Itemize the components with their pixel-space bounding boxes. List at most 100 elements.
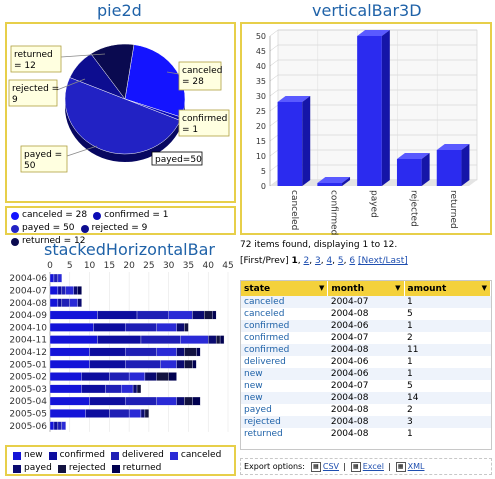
pie-callout-label: = 1 [182, 125, 198, 135]
table-row: canceled 2004-08 5 [241, 308, 491, 320]
pager-page-4[interactable]: 4 [326, 256, 333, 266]
export-separator: | [343, 462, 346, 471]
bar-segment-confirmed [81, 372, 110, 381]
pager-page-3[interactable]: 3 [314, 256, 321, 266]
legend-swatch [57, 464, 66, 473]
table-cell-month: 2004-08 [327, 392, 405, 404]
pie-chart-panel: canceled = 28 confirmed = 1 payed = 50 rejecte… [5, 22, 236, 203]
bar-top [436, 144, 470, 150]
table-cell-state: new [241, 368, 328, 380]
stacked-bar-legend: new confirmed delivered canceled payed reject… [5, 445, 236, 476]
bar-side [461, 144, 470, 186]
table-row: new 2004-07 5 [241, 380, 491, 392]
excel-icon[interactable]: ▦ [350, 461, 361, 472]
bar-segment-new [49, 372, 82, 381]
pie-legend-item: returned = 12 [11, 235, 85, 248]
stacked-legend-label: payed [24, 463, 52, 473]
pager: [First/Prev] 1, 2, 3, 4, 5, 6 [Next/Last… [240, 256, 408, 266]
sort-icon[interactable]: ▼ [318, 283, 325, 292]
csv-icon[interactable]: ▦ [310, 461, 321, 472]
bar-confirmed [317, 183, 343, 186]
table-cell-amount: 1 [404, 296, 491, 308]
pager-page-2[interactable]: 2 [303, 256, 310, 266]
bar-segment-returned [192, 359, 197, 369]
table-cell-amount: 3 [404, 416, 491, 428]
y-tick-label: 15 [256, 137, 266, 146]
legend-swatch [13, 451, 21, 460]
legend-swatch [111, 451, 119, 460]
y-tick-label: 2004-07 [9, 286, 47, 296]
bar-segment-delivered [57, 421, 63, 431]
export-xml-link[interactable]: XML [407, 462, 425, 471]
y-tick-label: 2005-02 [9, 373, 47, 383]
pager-page-5[interactable]: 5 [337, 256, 344, 266]
pie-chart-title: pie2d [97, 1, 142, 20]
legend-swatch [11, 237, 19, 246]
table-cell-state: returned [241, 428, 328, 440]
bar-side [381, 30, 390, 186]
y-tick-label: 2005-06 [9, 422, 47, 432]
table-cell-month: 2004-06 [327, 368, 405, 380]
y-tick-label: 10 [256, 152, 266, 161]
export-csv-link[interactable]: CSV [322, 462, 340, 471]
table-cell-amount: 11 [404, 344, 491, 356]
stacked-legend-item: new [13, 449, 43, 462]
bar-segment-new [49, 298, 59, 308]
export-excel-link[interactable]: Excel [362, 462, 384, 471]
table-cell-month: 2004-08 [327, 416, 405, 428]
pager-page-6[interactable]: 6 [349, 256, 356, 266]
table-cell-state: confirmed [241, 320, 328, 332]
table-cell-month: 2004-08 [327, 308, 405, 320]
bar-segment-rejected [136, 384, 142, 394]
pie-slice-returned [90, 43, 135, 100]
xml-icon[interactable]: ▦ [395, 461, 406, 472]
bar-segment-confirmed [93, 323, 126, 332]
bar-segment-payed [192, 310, 205, 320]
y-tick-label: 2004-10 [9, 323, 47, 333]
bar-segment-confirmed [89, 396, 126, 406]
bar-segment-new [49, 273, 55, 283]
bar-returned [436, 150, 462, 186]
bar-side [342, 177, 351, 186]
sort-icon[interactable]: ▼ [481, 283, 487, 292]
legend-swatch [11, 211, 19, 220]
table-cell-month: 2004-07 [327, 332, 405, 344]
bar-segment-canceled [61, 421, 66, 431]
pie-callout-label: confirmed [182, 114, 227, 124]
bar-segment-payed [77, 298, 82, 308]
bar-segment-returned [192, 396, 201, 406]
pie-legend-item: confirmed = 1 [93, 209, 169, 222]
sort-icon[interactable]: ▼ [395, 283, 401, 292]
x-tick-label: 15 [104, 261, 115, 271]
bar-segment-confirmed [97, 335, 142, 344]
column-header-month[interactable]: month ▼ [327, 281, 405, 296]
bar-segment-new [49, 384, 82, 394]
stacked-legend-item: returned [111, 462, 161, 475]
bar-side [302, 96, 311, 186]
bar-segment-delivered [109, 372, 130, 381]
pie-tooltip-label: payed=50 [155, 155, 202, 165]
y-tick-label: 2005-05 [9, 409, 47, 419]
pie-callout-line [66, 145, 98, 157]
pie-callout-box [20, 145, 68, 173]
table-cell-month: 2004-08 [327, 344, 405, 356]
pie-callout-line [166, 71, 180, 75]
pie-slice-payed [64, 77, 181, 155]
pager-next-last[interactable]: [Next/Last] [357, 256, 408, 266]
table-row: new 2004-08 14 [241, 392, 491, 404]
pie-callout-label: payed = [24, 150, 62, 160]
y-tick-label: 5 [261, 167, 266, 176]
bar-segment-payed [132, 384, 138, 394]
data-table: state ▼ month ▼ amount ▼ canceled 2004-07 1 canc… [240, 280, 492, 450]
bar-segment-delivered [125, 396, 157, 406]
x-tick-label: 25 [143, 261, 154, 271]
bar-top [396, 153, 430, 159]
bar-segment-new [49, 347, 90, 357]
column-header-state[interactable]: state ▼ [241, 281, 329, 296]
export-label: Export options: [244, 462, 305, 471]
bar-canceled [277, 102, 303, 186]
bar-segment-rejected [184, 323, 189, 332]
column-header-amount[interactable]: amount ▼ [404, 281, 492, 296]
bar-segment-delivered [109, 409, 130, 418]
bar-segment-canceled [121, 384, 134, 394]
